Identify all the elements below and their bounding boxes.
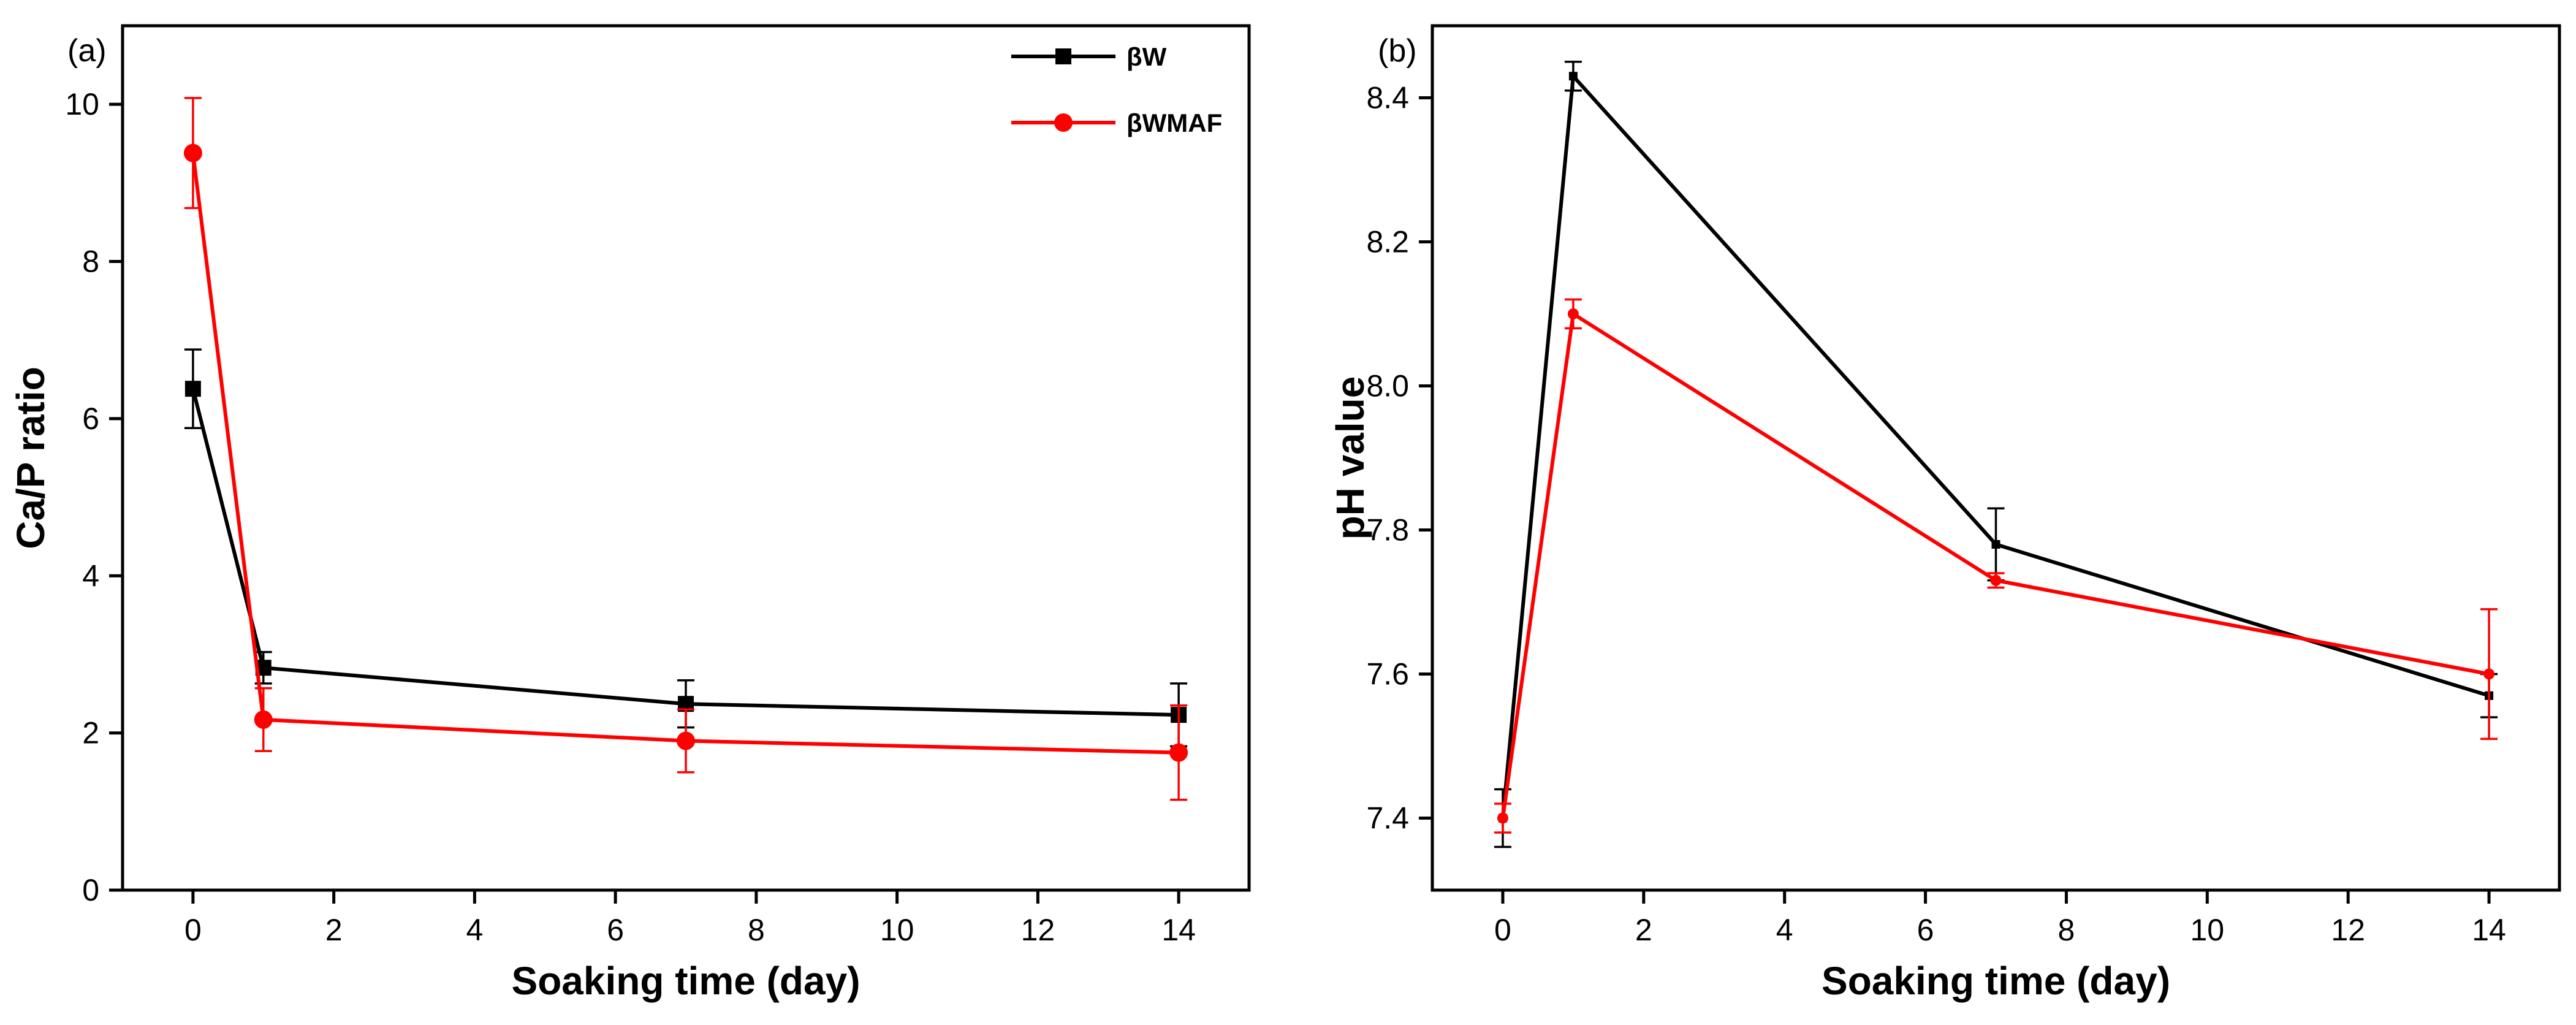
x-tick-label: 6: [607, 913, 624, 947]
x-tick-label: 4: [1776, 913, 1793, 947]
data-point: [1568, 72, 1578, 81]
x-tick-label: 12: [2331, 913, 2365, 947]
x-tick-label: 2: [325, 913, 343, 947]
y-tick-label: 10: [65, 87, 99, 121]
data-point: [1567, 308, 1579, 319]
data-point: [2483, 668, 2495, 680]
panel-label: (a): [67, 33, 107, 69]
x-tick-label: 6: [1917, 913, 1934, 947]
y-tick-label: 8.0: [1366, 369, 1409, 403]
x-tick-label: 10: [880, 913, 914, 947]
x-tick-label: 4: [466, 913, 483, 947]
series-line: [191, 388, 1179, 717]
data-point: [254, 710, 273, 729]
x-tick-label: 8: [2058, 913, 2075, 947]
y-axis-title: Ca/P ratio: [9, 367, 53, 549]
series-line: [191, 153, 1179, 755]
panel-a: 0 2 4 6 8 10 12 14 0 2 4 6 8 10 Soaking time (day) Ca/P…: [9, 24, 1251, 1003]
y-axis-title: pH value: [1328, 376, 1372, 540]
data-point: [677, 731, 695, 750]
x-tick-label: 14: [1161, 913, 1196, 947]
x-tick-label: 2: [1635, 913, 1652, 947]
legend-label: βW: [1127, 42, 1167, 71]
legend-label: βWMAF: [1127, 109, 1222, 137]
legend: βW βWMAF: [1011, 42, 1222, 137]
y-tick-label: 6: [82, 402, 99, 436]
data-point: [1497, 812, 1508, 824]
legend-marker: [1055, 48, 1071, 64]
data-point: [1991, 540, 2000, 549]
y-tick-label: 4: [82, 558, 99, 593]
series-bwmaf: [183, 97, 1188, 801]
x-tick-label: 14: [2472, 913, 2506, 947]
data-point: [1990, 574, 2002, 586]
data-point: [184, 381, 201, 397]
y-tick-label: 2: [82, 716, 99, 750]
data-point: [183, 143, 202, 162]
y-tick-label: 7.6: [1366, 657, 1409, 692]
x-axis-title: Soaking time (day): [512, 959, 861, 1003]
x-tick-label: 10: [2190, 913, 2225, 947]
y-tick-label: 8.4: [1366, 81, 1409, 115]
y-tick-label: 7.8: [1366, 513, 1409, 547]
x-tick-label: 12: [1021, 913, 1055, 947]
plot-frame: [121, 24, 1251, 892]
panel-label: (b): [1378, 33, 1417, 69]
series-line: [1500, 72, 2490, 818]
y-tick-label: 8.2: [1366, 225, 1409, 259]
series-bwmaf: [1494, 298, 2498, 834]
plot-frame: [1430, 24, 2561, 892]
y-tick-label: 7.4: [1366, 801, 1409, 836]
x-tick-label: 0: [184, 913, 202, 947]
y-tick-label: 8: [82, 245, 99, 279]
panel-b: 0 2 4 6 8 10 12 14 7.4 7.6 7.8 8.0 8.2 8.4 Soaking tim…: [1328, 24, 2561, 1003]
x-tick-label: 8: [748, 913, 765, 947]
x-axis-title: Soaking time (day): [1822, 959, 2170, 1003]
data-point: [1169, 743, 1188, 762]
series-line: [1500, 310, 2490, 818]
legend-marker: [1054, 113, 1073, 132]
x-tick-label: 0: [1494, 913, 1511, 947]
y-tick-label: 0: [82, 873, 99, 907]
